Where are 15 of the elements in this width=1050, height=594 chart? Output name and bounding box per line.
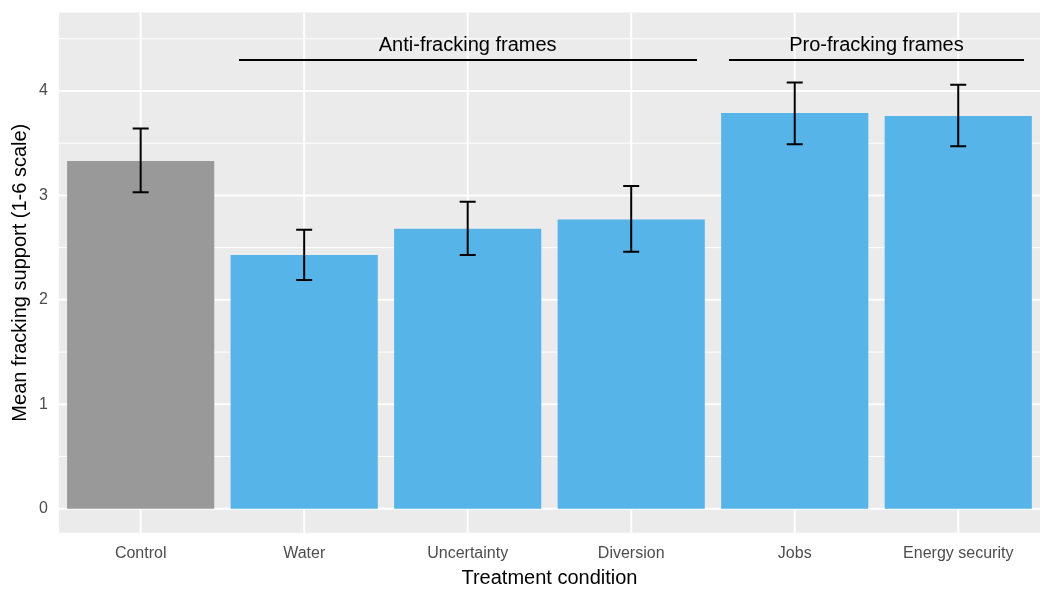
y-tick-label: 4 [38,81,48,99]
x-tick-label: Water [283,543,326,561]
y-tick-label: 2 [38,290,48,308]
y-axis-title: Mean fracking support (1-6 scale) [7,123,30,422]
x-tick-label: Diversion [597,543,665,561]
y-tick-label: 0 [38,499,48,517]
x-tick-label: Uncertainty [427,543,509,561]
x-tick-label: Control [114,543,167,561]
y-tick-label: 3 [38,185,48,203]
y-tick-label: 1 [38,394,48,412]
x-tick-label: Jobs [777,543,812,561]
annotation: Anti-fracking frames [378,33,557,56]
x-axis-title: Treatment condition [461,565,638,588]
annotation: Pro-fracking frames [789,33,964,56]
x-tick-label: Energy security [903,543,1014,561]
